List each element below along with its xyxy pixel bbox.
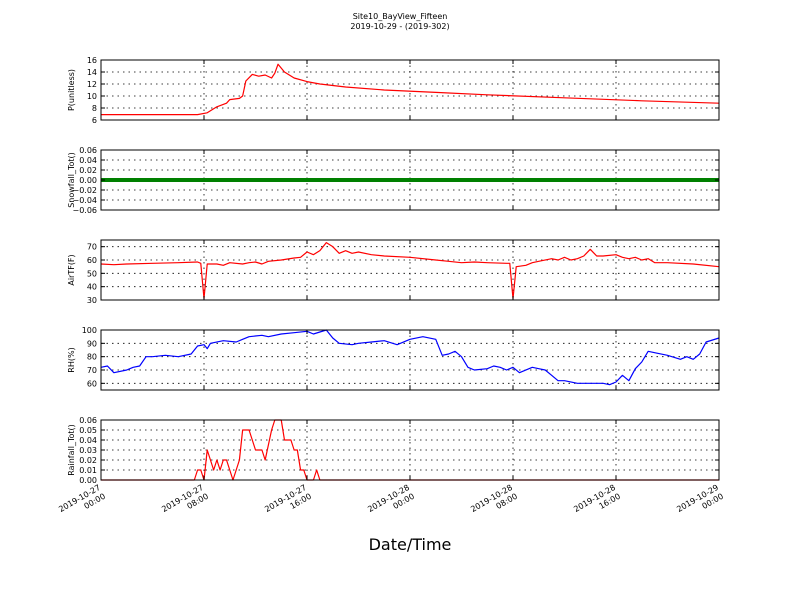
y-tick-label: 0.01: [79, 466, 97, 475]
y-axis-label: P(unitless): [67, 69, 76, 111]
y-tick-label: 60: [87, 379, 97, 388]
y-tick-label: 0.06: [79, 146, 97, 155]
y-tick-label: 60: [87, 256, 97, 265]
y-axis-label: RH(%): [67, 347, 76, 372]
panel-4: 0.000.010.020.030.040.050.06Rainfall_Tot…: [67, 416, 720, 485]
x-axis-label: Date/Time: [369, 535, 452, 554]
y-tick-label: 0.04: [79, 436, 97, 445]
y-tick-label: 0.03: [79, 446, 97, 455]
panel-3: 60 70 80 90 100 RH(%): [67, 326, 720, 391]
x-tick-label: 2019-10-2716:00: [263, 483, 313, 523]
series-line-3-0: [100, 329, 720, 386]
y-tick-label: 30: [87, 296, 97, 305]
y-tick-label: 0.04: [79, 156, 97, 165]
series-line-2-0: [100, 242, 720, 300]
y-tick-label: 0.00: [79, 476, 97, 485]
y-tick-label: −0.06: [72, 206, 97, 215]
series-line-4-0: [101, 419, 719, 481]
x-tick-labels-group: 2019-10-2700:00 2019-10-2708:00 2019-10-27…: [57, 483, 725, 523]
y-tick-label: 40: [87, 283, 97, 292]
x-tick-label: 2019-10-2900:00: [675, 483, 725, 523]
y-tick-label: 0.06: [79, 416, 97, 425]
y-tick-label: 0.00: [79, 176, 97, 185]
panel-0: 6 8 10 12 14 16 P(unitless): [67, 56, 720, 125]
y-tick-label: 0.02: [79, 456, 97, 465]
y-tick-label: 90: [87, 339, 97, 348]
y-tick-label: 8: [92, 104, 97, 113]
y-tick-label: 80: [87, 353, 97, 362]
chart-title: Site10_BayView_Fifteen: [353, 12, 448, 21]
y-tick-label: 70: [87, 366, 97, 375]
y-tick-label: 16: [87, 56, 97, 65]
x-tick-label: 2019-10-2808:00: [469, 483, 519, 523]
y-tick-label: 0.05: [79, 426, 97, 435]
series-line-0-0: [101, 63, 720, 116]
y-tick-label: 100: [82, 326, 97, 335]
y-tick-label: −0.02: [72, 186, 97, 195]
x-tick-label: 2019-10-2708:00: [160, 483, 210, 523]
y-axis-label: Snowfall_Tot(): [67, 152, 76, 208]
chart-subtitle: 2019-10-29 - (2019-302): [350, 22, 449, 31]
panel-1: −0.06−0.04−0.020.000.020.040.06Snowfall_…: [67, 146, 720, 215]
y-axis-label: Rainfall_Tot(): [67, 424, 76, 476]
y-tick-label: 50: [87, 269, 97, 278]
y-tick-label: 14: [87, 68, 97, 77]
x-tick-label: 2019-10-2816:00: [572, 483, 622, 523]
y-tick-label: 12: [87, 80, 97, 89]
y-axis-label: AirTF(F): [67, 254, 76, 285]
x-tick-label: 2019-10-2800:00: [366, 483, 416, 523]
x-tick-label: 2019-10-2700:00: [57, 483, 107, 523]
y-tick-label: 70: [87, 243, 97, 252]
panel-2: 30 40 50 60 70 AirTF(F): [67, 239, 720, 305]
panels-group: 6810121416P(unitless)−0.06−0.04−0.020.00…: [67, 56, 720, 485]
y-tick-label: 6: [92, 116, 97, 125]
y-tick-label: 0.02: [79, 166, 97, 175]
y-tick-label: 10: [87, 92, 97, 101]
y-tick-label: −0.04: [72, 196, 97, 205]
